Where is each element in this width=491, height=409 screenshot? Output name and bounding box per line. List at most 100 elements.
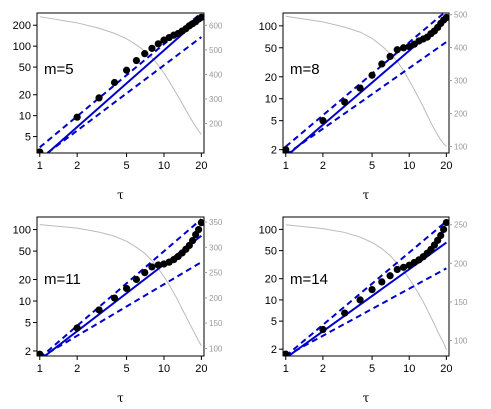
data-point [189, 237, 197, 245]
y-tick-label: 5 [271, 116, 277, 128]
plot-area [37, 218, 204, 356]
y-tick-label: 50 [265, 43, 277, 55]
lower-band-line [286, 41, 447, 153]
y-right-tick-label: 150 [209, 319, 223, 328]
data-point [440, 225, 448, 234]
y-tick-label: 10 [19, 111, 31, 123]
x-axis-label: τ [117, 391, 124, 405]
y-tick-label: 2 [271, 344, 277, 356]
x-tick-label: 1 [283, 160, 289, 172]
plot-area [37, 13, 204, 153]
panel-1: 1 2 5 10 20 5 10 20 50 100 200 200 300 400 500 600 m=5 τ [13, 12, 223, 202]
data-point [141, 268, 149, 277]
panel-label: m=8 [290, 61, 320, 78]
data-point [368, 285, 376, 294]
data-point [141, 50, 149, 58]
plot-area [283, 218, 449, 356]
x-tick-label: 10 [158, 363, 170, 375]
y-tick-label: 200 [13, 20, 31, 32]
y-tick-label: 2 [271, 145, 277, 157]
x-tick-label: 1 [37, 160, 43, 172]
y-right-tick-label: 100 [454, 142, 468, 151]
y-right-tick-label: 350 [209, 218, 223, 227]
lower-band-line [40, 261, 202, 356]
upper-band-line [40, 218, 203, 356]
data-point [319, 117, 327, 125]
y-tick-label: 20 [19, 90, 31, 102]
y-right-tick-label: 250 [454, 221, 468, 230]
x-axis-label: τ [117, 188, 124, 202]
y-tick-label: 5 [25, 132, 31, 144]
y-tick-label: 10 [19, 296, 31, 308]
x-tick-label: 1 [283, 363, 289, 375]
data-point [122, 284, 131, 293]
panel-label: m=14 [290, 271, 328, 288]
y-right-tick-label: 400 [454, 44, 468, 53]
data-point [154, 40, 162, 48]
x-tick-label: 10 [403, 363, 415, 375]
plot-area [283, 13, 449, 153]
upper-band-line [285, 13, 446, 148]
lower-band-line [45, 36, 202, 153]
y-right-tick-label: 250 [209, 269, 223, 278]
plot-frame [282, 12, 450, 154]
plot-frame [282, 216, 450, 357]
y-right-tick-label: 300 [209, 243, 223, 252]
x-axis-label: τ [363, 391, 370, 405]
y-tick-label: 5 [271, 316, 277, 328]
x-tick-label: 10 [158, 160, 170, 172]
data-point [122, 66, 131, 74]
y-right-tick-label: 100 [209, 344, 223, 353]
data-point [378, 278, 386, 286]
y-tick-label: 10 [265, 295, 277, 307]
x-tick-label: 5 [369, 363, 375, 375]
data-point [442, 218, 449, 227]
y-tick-label: 100 [259, 224, 277, 236]
y-tick-label: 10 [265, 94, 277, 106]
data-point [197, 13, 204, 21]
y-tick-label: 100 [13, 41, 31, 53]
y-right-tick-label: 100 [454, 337, 468, 346]
lower-band-line [285, 267, 447, 356]
y-tick-label: 20 [19, 275, 31, 287]
data-point [368, 71, 376, 79]
x-tick-label: 20 [195, 363, 207, 375]
y-tick-label: 100 [13, 225, 31, 237]
data-point [73, 324, 81, 332]
y-right-tick-label: 150 [454, 298, 468, 307]
y-right-tick-label: 200 [454, 259, 468, 268]
gray-curve [39, 16, 202, 135]
y-tick-label: 20 [265, 274, 277, 286]
data-point [341, 309, 349, 317]
data-point [95, 306, 103, 314]
x-tick-label: 2 [320, 363, 326, 375]
panel-3: 1 2 5 10 2025102050100100150200250300350m=11… [13, 216, 223, 405]
x-tick-label: 20 [440, 363, 452, 375]
data-point [148, 44, 156, 52]
x-tick-label: 10 [403, 160, 415, 172]
data-point [197, 219, 204, 227]
x-tick-label: 20 [440, 160, 452, 172]
plot-frame [36, 12, 205, 154]
y-right-tick-label: 400 [209, 70, 223, 79]
y-tick-label: 100 [259, 21, 277, 33]
data-point [132, 56, 141, 65]
gray-curve [285, 224, 447, 351]
data-point [110, 78, 119, 87]
data-point [378, 60, 386, 68]
data-point [148, 263, 156, 271]
y-tick-label: 50 [19, 62, 31, 74]
data-point [386, 52, 394, 61]
x-tick-label: 2 [320, 160, 326, 172]
y-right-tick-label: 600 [209, 21, 223, 30]
data-point [399, 44, 408, 52]
y-right-tick-label: 200 [209, 120, 223, 129]
y-right-tick-label: 300 [454, 77, 468, 86]
y-tick-label: 20 [265, 72, 277, 84]
gray-curve [285, 15, 447, 147]
y-right-tick-label: 200 [454, 109, 468, 118]
x-tick-label: 2 [74, 160, 80, 172]
y-tick-label: 2 [25, 346, 31, 358]
y-right-tick-label: 500 [209, 46, 223, 55]
